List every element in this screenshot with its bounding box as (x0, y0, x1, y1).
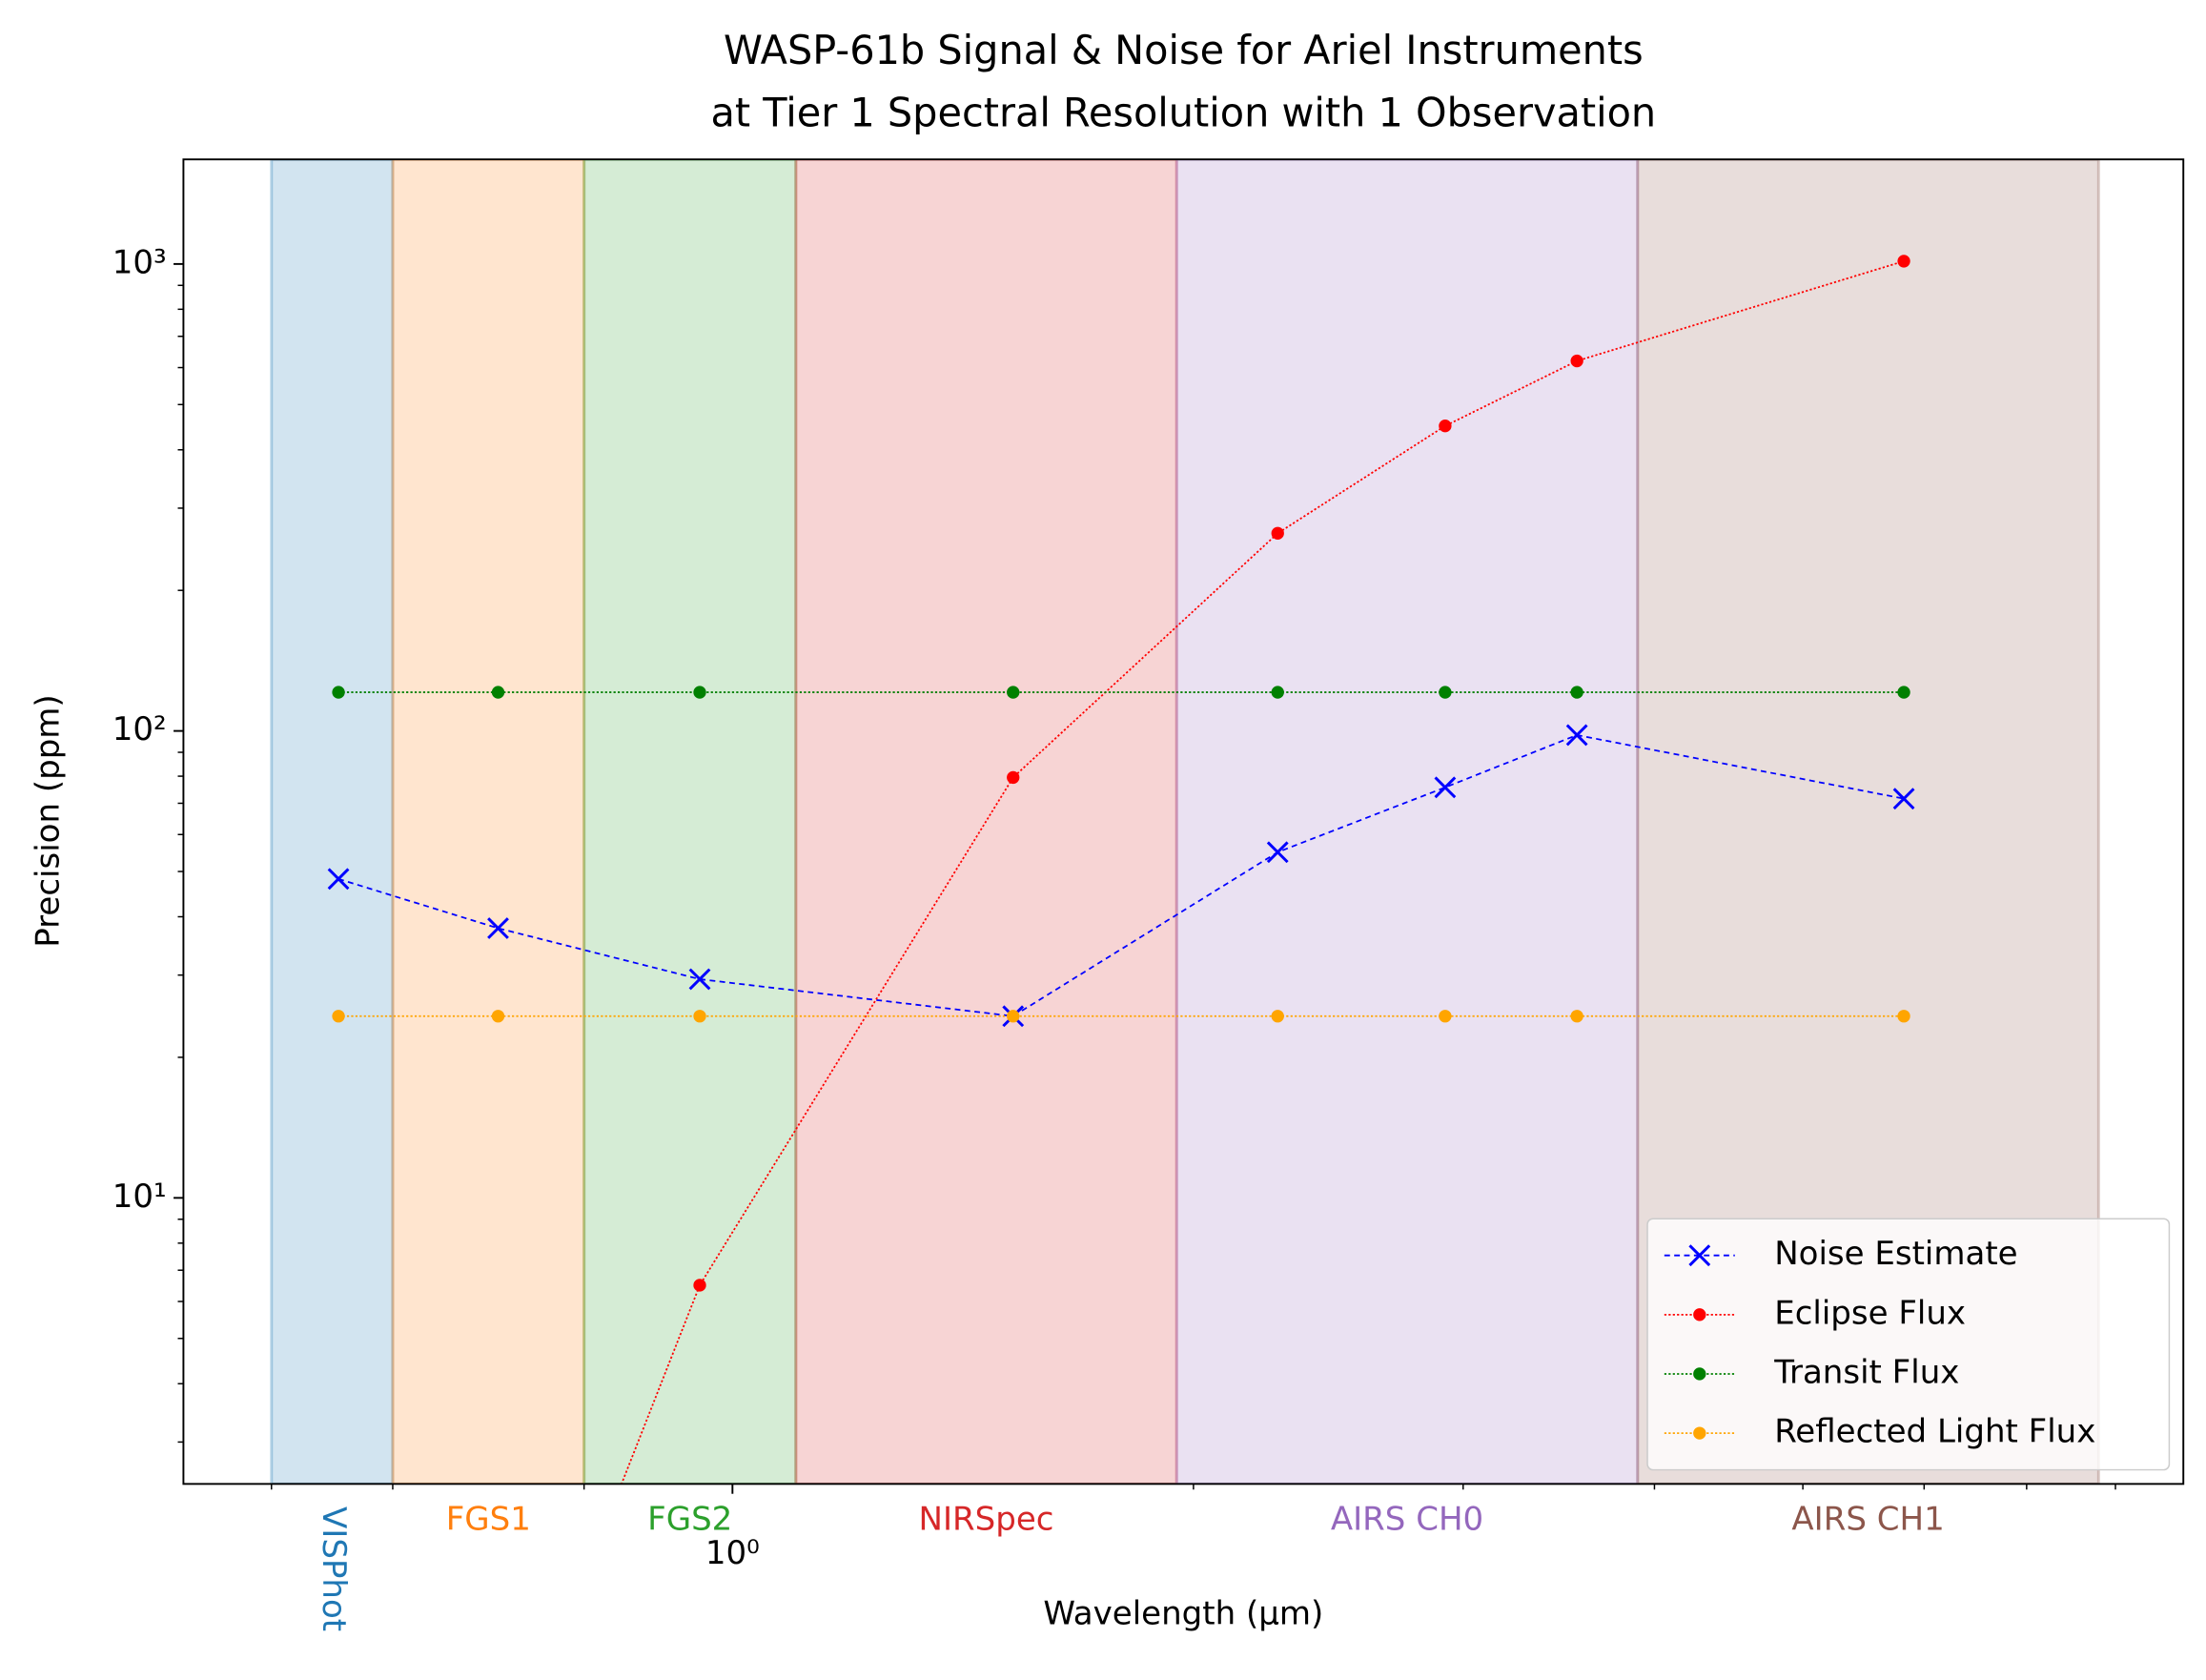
marker (1439, 420, 1452, 433)
marker (1271, 1010, 1284, 1023)
instrument-label: NIRSpec (919, 1500, 1054, 1538)
instrument-band (391, 159, 586, 1485)
legend-label: Transit Flux (1773, 1353, 1959, 1391)
instrument-label: AIRS CH1 (1791, 1500, 1944, 1538)
series-line (337, 733, 1905, 1017)
marker (1439, 686, 1452, 699)
marker (491, 686, 505, 699)
instrument-label: FGS1 (446, 1500, 531, 1538)
marker (693, 1010, 706, 1023)
y-tick-label: 10¹ (112, 1178, 167, 1216)
marker (1892, 788, 1915, 810)
marker (693, 1279, 706, 1292)
legend-label: Noise Estimate (1774, 1235, 2017, 1273)
chart-title: at Tier 1 Spectral Resolution with 1 Obs… (710, 90, 1656, 135)
series (327, 255, 1915, 1485)
marker (1897, 1010, 1910, 1023)
marker (688, 968, 711, 991)
legend-box (1646, 1218, 2171, 1471)
legend-label: Eclipse Flux (1774, 1294, 1966, 1332)
marker (1266, 841, 1289, 864)
marker (1897, 255, 1910, 268)
y-tick-label: 10² (112, 710, 167, 748)
marker (1007, 686, 1020, 699)
instrument-label: AIRS CH0 (1331, 1500, 1483, 1538)
legend-label: Reflected Light Flux (1774, 1413, 2095, 1451)
marker (693, 686, 706, 699)
marker (1271, 686, 1284, 699)
y-tick-label: 10³ (112, 243, 167, 281)
x-tick-label: 10⁰ (705, 1534, 760, 1572)
marker (487, 917, 509, 939)
legend-marker (1693, 1367, 1706, 1381)
plot-frame (182, 158, 2185, 1485)
marker (1439, 1010, 1452, 1023)
instrument-band (582, 159, 798, 1485)
marker (491, 1010, 505, 1023)
y-axis-label: Precision (ppm) (29, 694, 67, 947)
instrument-label: VISPhot (315, 1506, 353, 1631)
marker (1434, 776, 1457, 799)
marker (1007, 770, 1020, 785)
instrument-label: FGS2 (647, 1500, 732, 1538)
marker (1570, 686, 1583, 699)
legend-marker (1693, 1308, 1706, 1321)
marker (327, 868, 350, 891)
legend-marker (1693, 1426, 1706, 1440)
marker (1897, 686, 1910, 699)
instrument-band (270, 159, 395, 1485)
marker (1271, 526, 1284, 540)
x-axis-label: Wavelength (μm) (1043, 1594, 1323, 1632)
chart-title: WASP-61b Signal & Noise for Ariel Instru… (724, 28, 1644, 73)
instrument-band (1174, 159, 1640, 1485)
marker (1570, 1010, 1583, 1023)
marker (1007, 1010, 1020, 1023)
marker (332, 1010, 345, 1023)
marker (1570, 354, 1583, 368)
marker (1565, 724, 1588, 747)
series-line (621, 260, 1905, 1485)
marker (332, 686, 345, 699)
legend-marker (1688, 1244, 1711, 1267)
